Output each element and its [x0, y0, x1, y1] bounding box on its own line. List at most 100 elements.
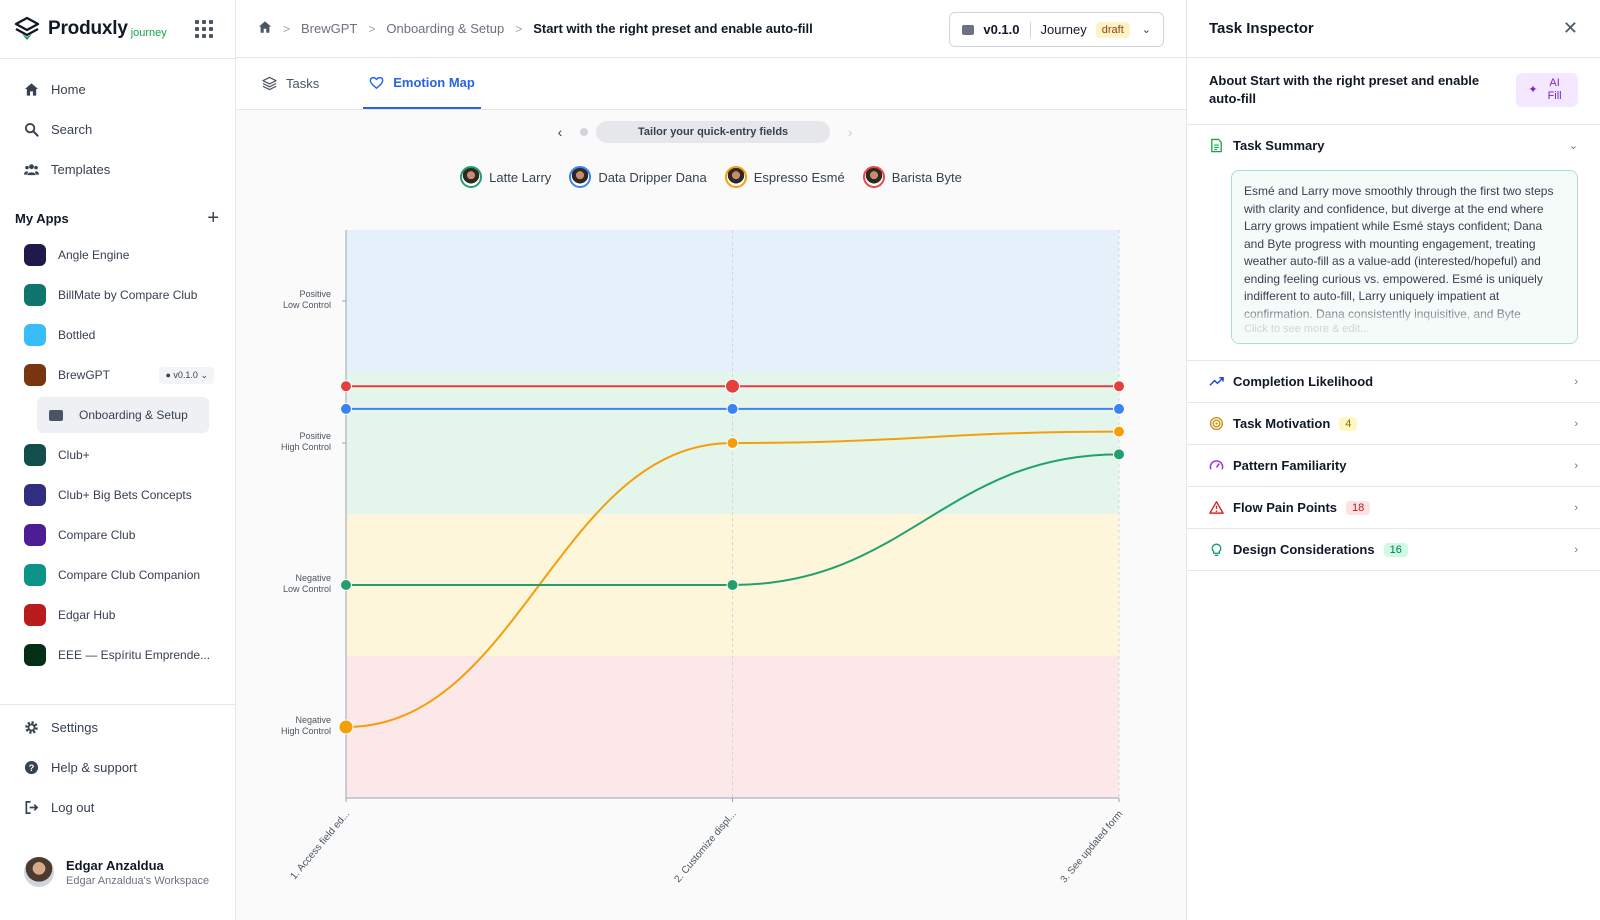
breadcrumb-task: Start with the right preset and enable a…: [533, 21, 813, 36]
persona-avatar: [862, 166, 885, 188]
inspector-title: Task Inspector: [1209, 20, 1314, 37]
app-item-brewgpt[interactable]: BrewGPT ● v0.1.0 ⌄: [0, 355, 235, 395]
ai-fill-button[interactable]: ✦ AI Fill: [1516, 73, 1578, 107]
nav-label: Log out: [51, 799, 95, 815]
inspector-header: Task Inspector ✕: [1187, 0, 1600, 58]
app-logo-icon: [24, 364, 46, 386]
emotion-map-canvas: ‹ Tailor your quick-entry fields › Latte…: [236, 110, 1186, 920]
y-tick-label: High Control: [281, 442, 331, 452]
chevron-right-icon: >: [368, 21, 376, 36]
app-logo-icon: [24, 244, 46, 266]
x-tick-label: 3. See updated form: [1059, 809, 1126, 885]
data-point: [340, 579, 352, 591]
task-motivation-section[interactable]: Task Motivation 4 ›: [1187, 403, 1600, 445]
x-tick-label: 2. Customize displ...: [672, 809, 738, 885]
design-considerations-section[interactable]: Design Considerations 16 ›: [1187, 529, 1600, 571]
user-name: Edgar Anzaldua: [66, 857, 164, 873]
y-tick-label: Low Control: [283, 584, 331, 594]
nav-settings[interactable]: Settings: [0, 707, 235, 747]
task-summary-header[interactable]: Task Summary ⌄: [1187, 125, 1600, 166]
tab-emotion-map[interactable]: Emotion Map: [363, 57, 481, 109]
add-app-icon[interactable]: +: [207, 206, 219, 229]
breadcrumb-home-icon[interactable]: [258, 20, 272, 37]
bottom-nav: Settings ? Help & support Log out: [0, 704, 235, 827]
nav-templates[interactable]: Templates: [0, 149, 235, 189]
summary-body: Esmé and Larry move smoothly through the…: [1244, 184, 1554, 321]
app-item-billmate[interactable]: BillMate by Compare Club: [0, 275, 235, 315]
data-point: [1113, 448, 1125, 461]
gauge-icon: [1209, 460, 1224, 470]
brand-sub: journey: [130, 27, 167, 39]
legend-label: Latte Larry: [489, 169, 552, 185]
close-icon[interactable]: ✕: [1562, 18, 1578, 38]
my-apps-header: My Apps +: [0, 201, 235, 235]
legend-item[interactable]: Barista Byte: [862, 166, 962, 188]
produxly-logo-icon: [14, 16, 40, 40]
legend-label: Barista Byte: [891, 169, 962, 185]
logout-icon: [25, 800, 39, 814]
app-grid-icon[interactable]: [195, 20, 213, 38]
nav-help[interactable]: ? Help & support: [0, 747, 235, 787]
app-item-bottled[interactable]: Bottled: [0, 315, 235, 355]
data-point: [338, 719, 354, 735]
legend-item[interactable]: Espresso Esmé: [724, 166, 845, 188]
app-item-compare-club-companion[interactable]: Compare Club Companion: [0, 555, 235, 595]
nav-search[interactable]: Search: [0, 109, 235, 149]
app-label: Club+: [58, 448, 90, 462]
app-item-angle-engine[interactable]: Angle Engine: [0, 235, 235, 275]
target-icon: [1209, 416, 1224, 431]
chevron-right-icon: ›: [1574, 459, 1578, 472]
app-item-compare-club[interactable]: Compare Club: [0, 515, 235, 555]
nav-home[interactable]: Home: [0, 69, 235, 109]
y-tick-label: Negative: [295, 715, 331, 725]
chevron-right-icon: >: [283, 21, 291, 36]
sidebar: Produxly journey Home Search Templates M…: [0, 0, 236, 920]
app-item-eee[interactable]: EEE — Espíritu Emprende...: [0, 635, 235, 675]
y-tick-label: Low Control: [283, 300, 331, 310]
pattern-familiarity-section[interactable]: Pattern Familiarity ›: [1187, 445, 1600, 487]
completion-likelihood-section[interactable]: Completion Likelihood ›: [1187, 361, 1600, 403]
app-item-edgar-hub[interactable]: Edgar Hub: [0, 595, 235, 635]
app-label: Edgar Hub: [58, 608, 116, 622]
version-mode: Journey: [1040, 22, 1087, 37]
y-tick-label: Positive: [299, 431, 331, 441]
app-label: Club+ Big Bets Concepts: [58, 488, 192, 502]
persona-avatar: [460, 166, 483, 188]
user-card[interactable]: Edgar Anzaldua Edgar Anzaldua's Workspac…: [0, 850, 235, 894]
task-summary-section: Task Summary ⌄ Esmé and Larry move smoot…: [1187, 125, 1600, 361]
document-icon: [1211, 138, 1222, 153]
app-logo-icon: [24, 484, 46, 506]
version-label: v0.1.0: [173, 369, 198, 380]
next-step-icon[interactable]: ›: [847, 124, 853, 140]
step-label[interactable]: Tailor your quick-entry fields: [596, 121, 831, 143]
user-workspace: Edgar Anzaldua's Workspace: [66, 874, 210, 887]
step-dot[interactable]: [580, 128, 588, 136]
tab-tasks[interactable]: Tasks: [258, 57, 323, 109]
data-point: [1113, 425, 1125, 438]
breadcrumb-app[interactable]: BrewGPT: [301, 21, 358, 36]
chevron-right-icon: ›: [1574, 543, 1578, 556]
persona-legend: Latte Larry Data Dripper Dana Espresso E…: [236, 166, 1186, 188]
nav-label: Templates: [51, 161, 111, 177]
about-row: About Start with the right preset and en…: [1187, 58, 1600, 125]
task-inspector: Task Inspector ✕ About Start with the ri…: [1186, 0, 1600, 920]
brand: Produxly journey: [0, 0, 235, 58]
flow-pain-points-section[interactable]: Flow Pain Points 18 ›: [1187, 487, 1600, 529]
version-dropdown[interactable]: ● v0.1.0 ⌄: [159, 366, 214, 384]
version-picker[interactable]: v0.1.0 Journey draft ⌄: [949, 12, 1164, 47]
app-subitem-onboarding[interactable]: Onboarding & Setup: [37, 397, 209, 433]
prev-step-icon[interactable]: ‹: [557, 124, 563, 140]
section-label: Completion Likelihood: [1233, 374, 1374, 389]
nav-label: Settings: [51, 719, 98, 735]
legend-item[interactable]: Data Dripper Dana: [569, 166, 707, 188]
app-item-clubplus-big-bets[interactable]: Club+ Big Bets Concepts: [0, 475, 235, 515]
legend-item[interactable]: Latte Larry: [460, 166, 551, 188]
app-item-clubplus[interactable]: Club+: [0, 435, 235, 475]
task-summary-text[interactable]: Esmé and Larry move smoothly through the…: [1231, 170, 1578, 344]
heart-icon: [369, 76, 384, 89]
section-label: Design Considerations: [1233, 542, 1375, 557]
nav-logout[interactable]: Log out: [0, 787, 235, 827]
breadcrumb-stage[interactable]: Onboarding & Setup: [386, 21, 505, 36]
chevron-right-icon: ›: [1574, 501, 1578, 514]
data-point: [1113, 402, 1125, 415]
